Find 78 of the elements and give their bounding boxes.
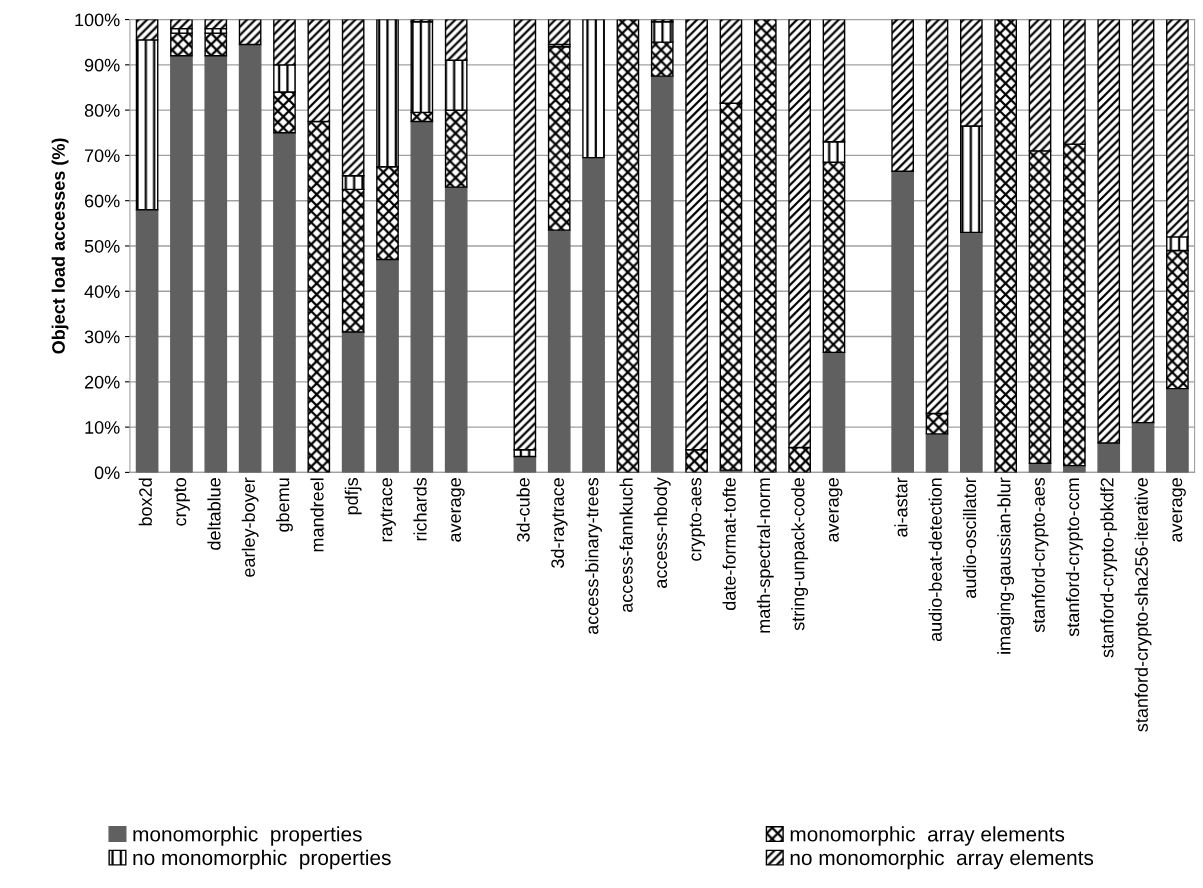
bar [753, 19, 777, 473]
bar [376, 258, 399, 473]
bar [341, 331, 365, 473]
bar [650, 75, 674, 473]
bar [547, 19, 571, 46]
y-tick-label: 60% [84, 194, 120, 208]
y-tick-label: 40% [84, 285, 120, 298]
bar [891, 19, 914, 172]
legend-label: monomorphic properties [133, 826, 362, 846]
bar [891, 170, 914, 473]
bar [170, 32, 193, 57]
bar [994, 19, 1018, 473]
x-tick-label: stanford-crypto-ccm [1065, 478, 1083, 637]
bar [582, 19, 605, 159]
bar [273, 132, 296, 473]
bar [925, 433, 949, 473]
bar [822, 351, 846, 473]
x-tick-label: pdfjs [344, 477, 362, 515]
y-tick-label: 50% [84, 239, 120, 253]
bar [1166, 387, 1189, 473]
x-tick-label: box2d [138, 478, 152, 526]
x-tick-label: crypto-aes [689, 477, 706, 561]
bar [582, 156, 605, 473]
x-tick-label: string-unpack-code [791, 478, 809, 631]
x-tick-label: imaging-gaussian-blur [997, 477, 1015, 654]
x-tick-label: audio-beat-detection [928, 478, 942, 642]
x-tick-label: gbemu [276, 478, 293, 532]
bar [135, 209, 159, 473]
bar [238, 43, 262, 473]
bar [1131, 19, 1155, 424]
bar [547, 46, 571, 231]
x-tick-label: access-nbody [653, 477, 671, 588]
x-tick-label: raytrace [380, 478, 396, 542]
bar [170, 19, 193, 30]
x-tick-label: stanford-crypto-sha256-iterative [1134, 478, 1152, 732]
x-tick-label: richards [413, 477, 427, 541]
legend-label: no monomorphic properties [133, 849, 391, 870]
bar [204, 19, 228, 30]
x-tick-label: access-fannkuch [619, 478, 633, 612]
x-tick-label: average [451, 478, 465, 542]
x-tick-label: access-binary-trees [585, 477, 602, 635]
x-tick-label: crypto [174, 478, 190, 526]
y-tick-label: 0% [94, 466, 120, 480]
x-tick-label: date-format-tofte [722, 478, 736, 610]
bar [204, 55, 228, 473]
bar [170, 55, 193, 473]
y-tick-label: 100% [75, 13, 120, 27]
y-axis-title: Object load accesses (%) [51, 138, 69, 354]
bar [410, 120, 434, 473]
legend-label: monomorphic array elements [790, 826, 1065, 846]
y-tick-label: 20% [84, 375, 120, 389]
x-tick-label: average [1172, 478, 1186, 542]
x-tick-label: audio-oscillator [962, 477, 977, 598]
y-tick-label: 90% [84, 58, 120, 72]
x-tick-label: ai-astar [894, 477, 908, 537]
bar [444, 186, 468, 473]
bar [204, 32, 228, 57]
x-tick-label: deltablue [207, 478, 221, 550]
y-tick-label: 80% [84, 104, 120, 117]
x-tick-label: math-spectral-norm [756, 478, 774, 633]
bar [238, 19, 262, 46]
x-tick-label: 3d-cube [516, 478, 530, 542]
bar [1097, 442, 1121, 473]
y-tick-label: 30% [84, 330, 120, 344]
bar [616, 19, 640, 473]
bar [547, 229, 571, 473]
y-tick-label: 10% [85, 421, 120, 434]
bar [1097, 19, 1121, 444]
x-tick-label: earley-boyer [241, 477, 259, 577]
x-tick-label: mandreel [310, 478, 324, 552]
y-tick-label: 70% [84, 149, 120, 163]
x-tick-label: stanford-crypto-pbkdf2 [1100, 478, 1118, 658]
x-tick-label: stanford-crypto-aes [1031, 477, 1049, 633]
legend-label: no monomorphic array elements [790, 849, 1094, 870]
x-tick-label: 3d-raytrace [550, 478, 568, 568]
x-tick-label: average [828, 478, 843, 542]
bar [960, 231, 983, 473]
bar [1131, 421, 1155, 473]
